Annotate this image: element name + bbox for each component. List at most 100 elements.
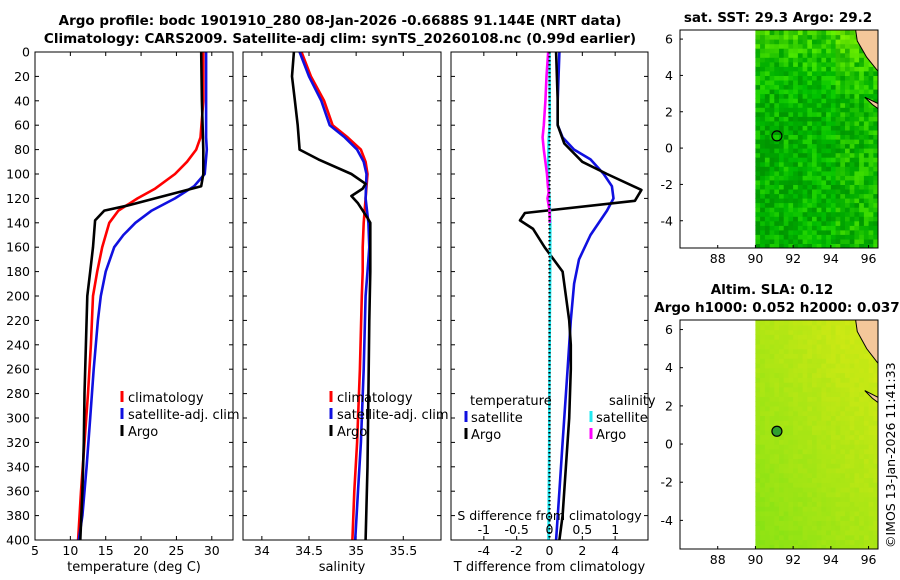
heatmap-cell [830,415,837,421]
heatmap-cell [788,207,794,213]
heatmap-cell [788,234,794,240]
heatmap-cell [797,98,804,104]
heatmap-cell [854,434,860,440]
heatmap-cell [821,372,827,378]
heatmap-cell [793,348,799,354]
heatmap-cell [859,89,865,95]
heatmap-cell [769,89,775,95]
heatmap-cell [755,161,761,167]
heatmap-cell [783,216,789,222]
heatmap-cell [845,434,851,440]
heatmap-cell [835,102,841,108]
heatmap-cell [802,377,808,383]
heatmap-cell [845,39,851,45]
heatmap-cell [816,410,822,416]
heatmap-cell [760,320,766,326]
heatmap-cell [849,482,855,488]
heatmap-cell [760,207,766,213]
heatmap-cell [840,148,846,154]
heatmap-cell [826,48,832,54]
heatmap-cell [859,243,865,248]
heatmap-cell [849,234,855,240]
heatmap-cell [774,184,780,190]
heatmap-cell [764,175,771,181]
heatmap-cell [863,496,870,502]
heatmap-cell [764,220,771,226]
heatmap-cell [849,467,855,474]
heatmap-cell [793,320,799,326]
heatmap-cell [868,134,874,140]
heatmap-cell [779,377,785,383]
heatmap-cell [830,405,837,412]
heatmap-cell [755,477,761,483]
heatmap-cell [783,425,789,431]
x-tick-label: -2 [510,543,522,558]
heatmap-cell [873,506,878,512]
heatmap-cell [859,61,865,67]
heatmap-cell [812,75,818,81]
heatmap-cell [760,70,766,76]
heatmap-cell [863,401,870,407]
heatmap-cell [830,539,837,545]
heatmap-cell [797,193,804,199]
heatmap-cell [793,396,799,402]
heatmap-cell [812,501,818,507]
heatmap-cell [812,161,818,167]
heatmap-cell [826,161,832,167]
heatmap-cell [859,420,865,426]
heatmap-cell [760,238,766,244]
heatmap-cell [854,139,860,145]
heatmap-cell [760,324,766,331]
y-tick-label: 2 [665,104,673,119]
heatmap-cell [859,448,865,455]
heatmap-cell [769,184,775,190]
heatmap-cell [760,463,766,469]
heatmap-cell [797,448,804,455]
heatmap-cell [802,496,808,502]
heatmap-cell [769,529,775,536]
heatmap-cell [793,61,799,67]
heatmap-cell [854,401,860,407]
heatmap-cell [760,329,766,335]
heatmap-cell [760,477,766,483]
heatmap-cell [859,220,865,226]
heatmap-cell [859,487,865,493]
heatmap-cell [835,179,841,185]
heatmap-cell [840,334,846,340]
heatmap-cell [849,362,855,369]
heatmap-cell [821,166,827,172]
heatmap-field [755,320,878,549]
heatmap-cell [863,534,870,541]
heatmap-cell [816,120,822,126]
heatmap-cell [826,410,832,416]
heatmap-cell [854,102,860,108]
heatmap-cell [764,107,771,113]
heatmap-cell [826,202,832,208]
heatmap-cell [863,472,870,479]
heatmap-cell [845,391,851,397]
heatmap-cell [868,458,874,464]
heatmap-cell [807,234,813,240]
heatmap-cell [816,166,822,172]
heatmap-cell [783,510,789,517]
heatmap-cell [816,102,822,108]
heatmap-cell [779,362,785,369]
heatmap-cell [774,477,780,483]
heatmap-cell [840,339,846,345]
heatmap-cell [793,34,799,40]
legend-label: satellite-adj. clim [337,408,449,423]
heatmap-cell [830,448,837,455]
heatmap-cell [788,39,794,45]
heatmap-cell [849,391,855,397]
heatmap-cell [859,129,865,135]
heatmap-cell [849,89,855,95]
heatmap-cell [769,93,775,99]
heatmap-cell [783,324,789,331]
heatmap-cell [783,111,789,117]
heatmap-cell [788,415,794,421]
heatmap-cell [755,544,761,549]
heatmap-cell [774,534,780,541]
heatmap-cell [840,102,846,108]
heatmap-cell [755,30,761,36]
heatmap-cell [793,179,799,185]
